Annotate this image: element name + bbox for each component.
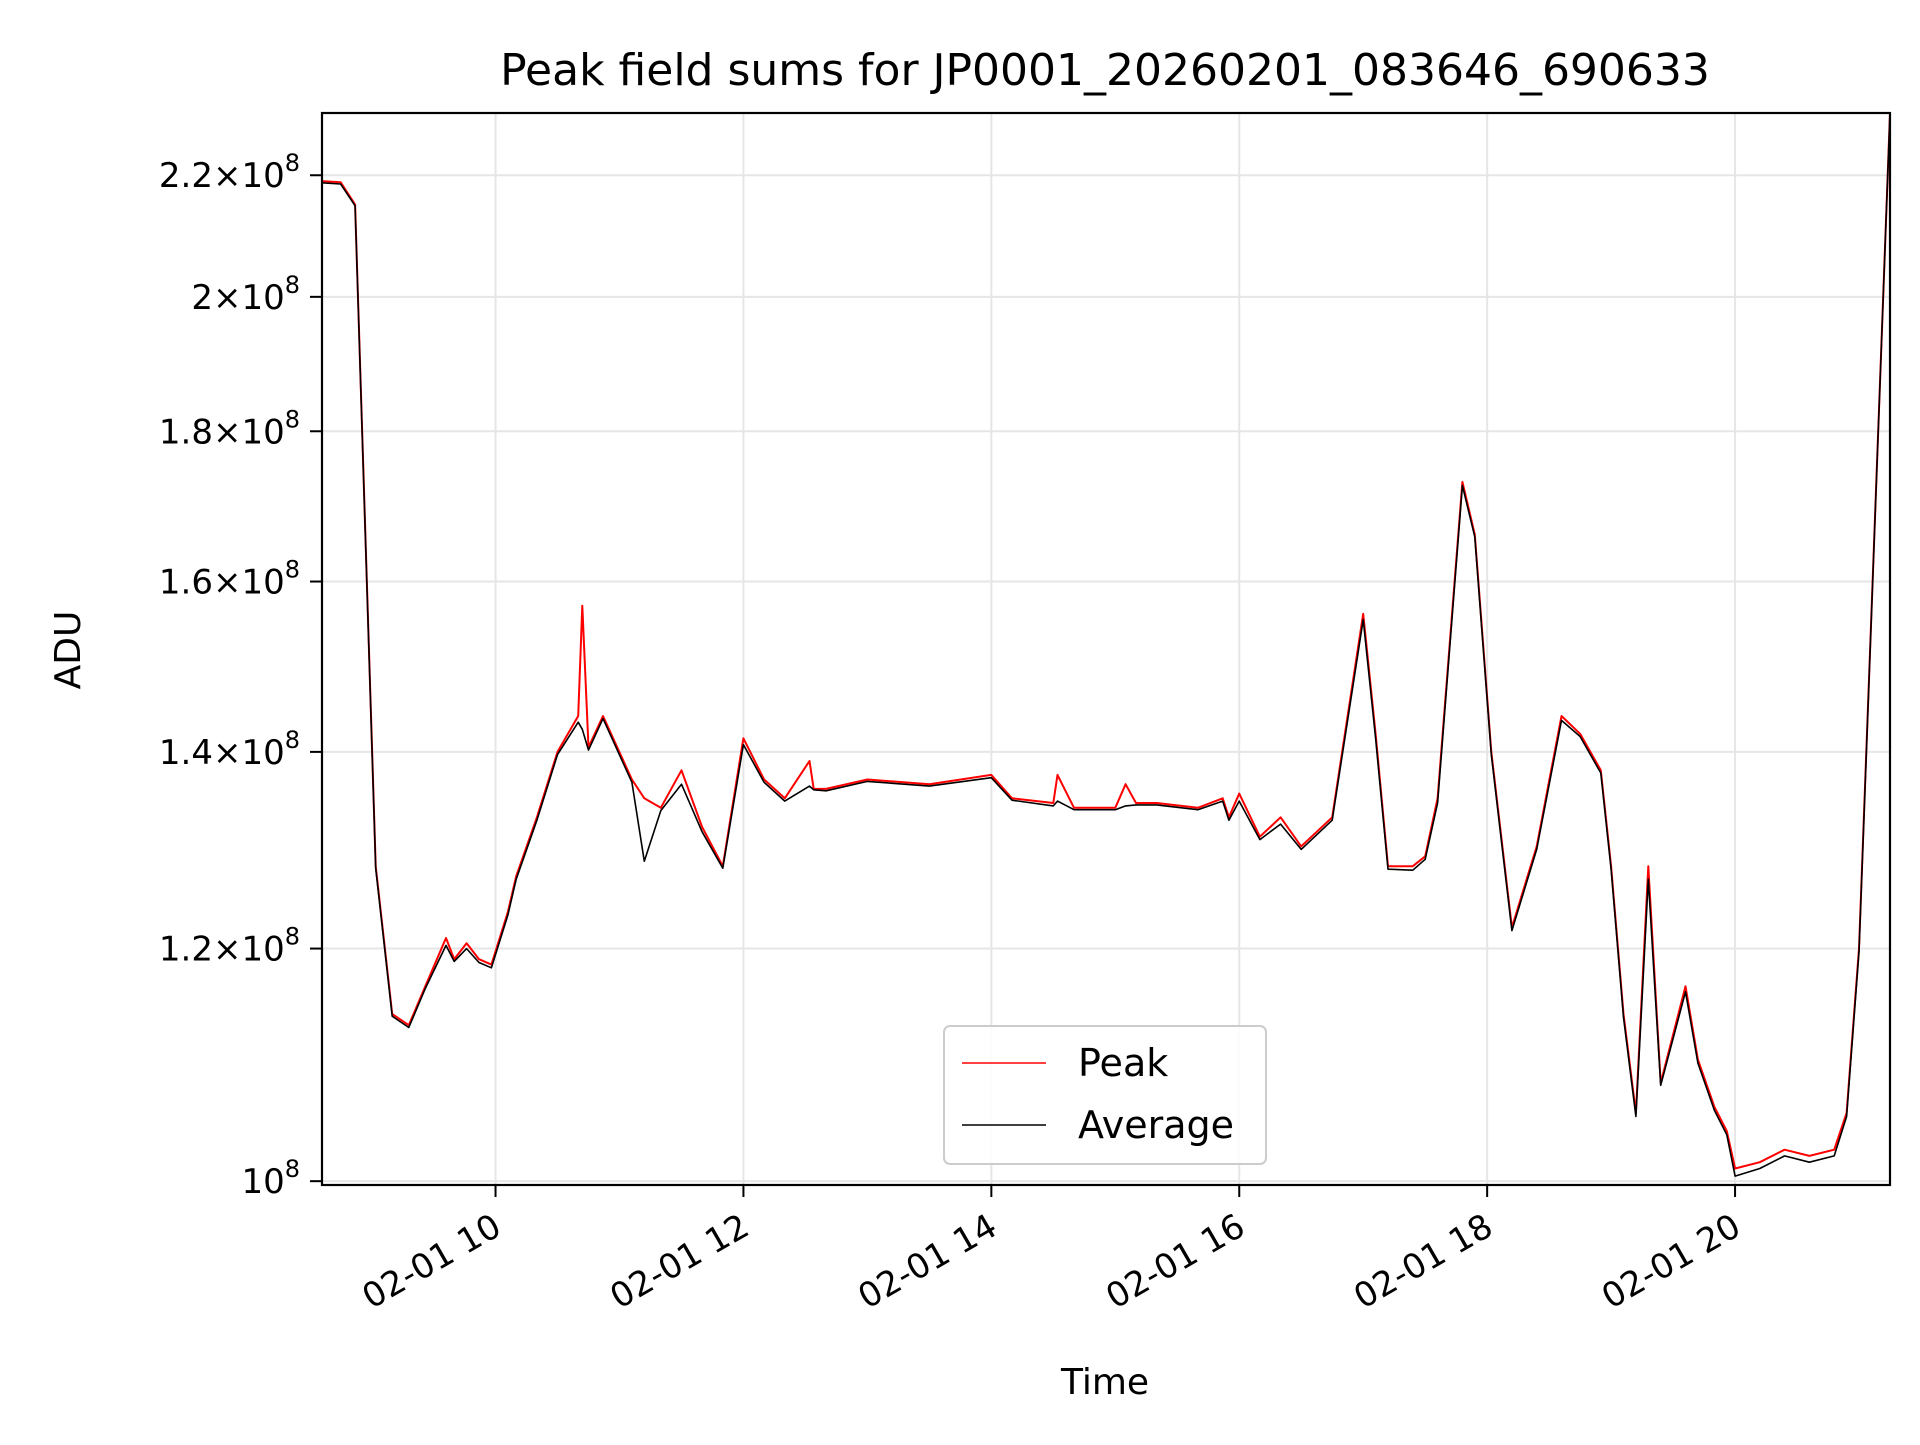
y-tick-label: 1.4×108 (159, 726, 300, 773)
y-tick-label: 1.8×108 (159, 405, 300, 452)
y-tick-base: 1.4×10 (159, 733, 285, 773)
chart-title: Peak field sums for JP0001_20260201_0836… (500, 45, 1710, 96)
y-tick-label: 2.2×108 (159, 149, 300, 196)
series-layer (321, 112, 1891, 1177)
y-tick-label: 2×108 (191, 271, 300, 318)
y-tick-base: 1.8×10 (159, 412, 285, 452)
y-tick-base: 10 (241, 1162, 284, 1202)
y-tick-base: 2.2×10 (159, 156, 285, 196)
y-tick-label: 1.2×108 (159, 923, 300, 970)
plot-frame (320, 111, 1892, 1187)
y-tick-base: 1.6×10 (159, 563, 285, 603)
y-tick-exponent: 8 (285, 271, 300, 299)
y-tick-label: 1.6×108 (159, 556, 300, 603)
y-axis-label: ADU (48, 611, 89, 690)
y-tick-exponent: 8 (285, 405, 300, 433)
series-line-average (321, 112, 1891, 1177)
legend-peak-label: Peak (1078, 1041, 1168, 1085)
y-tick-label: 108 (241, 1155, 300, 1202)
legend-average-label: Average (1078, 1103, 1234, 1147)
legend: Peak Average (943, 1025, 1267, 1165)
legend-box (943, 1025, 1267, 1165)
y-tick-exponent: 8 (285, 726, 300, 754)
y-tick-exponent: 8 (285, 556, 300, 584)
y-tick-base: 1.2×10 (159, 930, 285, 970)
grid (322, 113, 1890, 1185)
x-axis-label: Time (1060, 1362, 1149, 1403)
y-tick-base: 2×10 (191, 278, 284, 318)
y-tick-exponent: 8 (285, 1155, 300, 1183)
y-tick-exponent: 8 (285, 149, 300, 177)
y-tick-exponent: 8 (285, 923, 300, 951)
